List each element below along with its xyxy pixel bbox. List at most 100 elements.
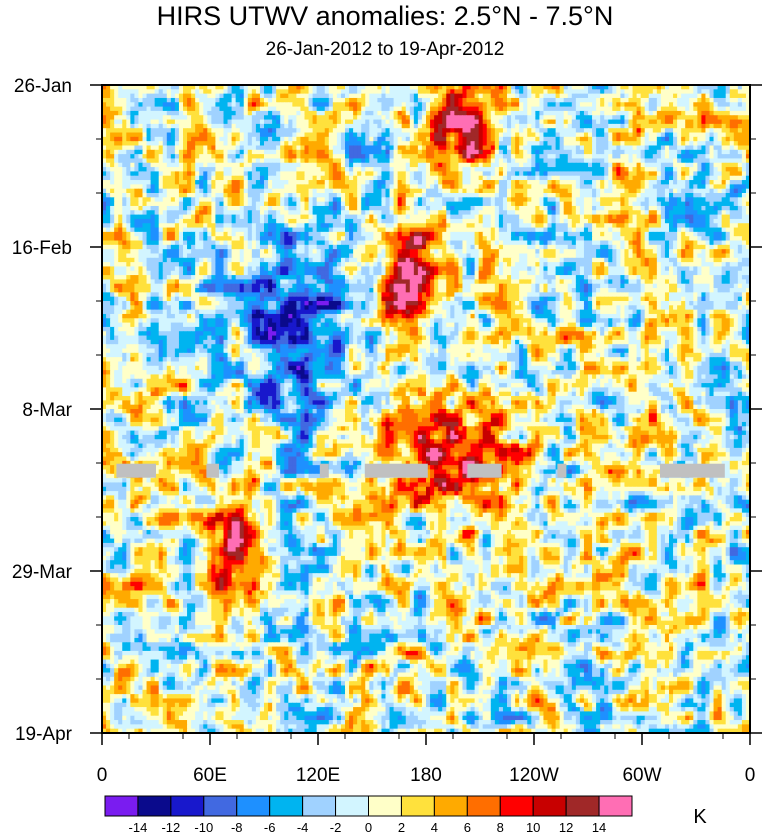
heatmap-cell [365,102,370,108]
heatmap-cell [361,197,366,203]
heatmap-cell [628,180,634,185]
heatmap-cell [308,175,314,181]
heatmap-cell [312,154,318,159]
heatmap-cell [438,154,443,159]
heatmap-cell [409,141,415,146]
heatmap-cell [312,180,318,185]
heatmap-cell [146,214,152,220]
heatmap-cell [373,162,378,168]
heatmap-cell [543,193,548,198]
heatmap-cell [555,93,561,99]
heatmap-cell [717,210,723,216]
heatmap-cell [531,193,536,198]
heatmap-cell [430,205,435,211]
heatmap-cell [616,154,621,159]
heatmap-cell [312,123,318,129]
heatmap-cell [600,110,605,116]
heatmap-cell [705,175,710,181]
heatmap-cell [106,128,111,134]
heatmap-cell [405,132,411,138]
heatmap-cell [296,175,301,181]
heatmap-cell [381,188,386,194]
heatmap-cell [426,85,431,90]
heatmap-cell [361,85,366,90]
heatmap-cell [118,175,123,181]
heatmap-cell [401,210,407,216]
heatmap-cell [737,145,743,151]
heatmap-cell [336,180,342,185]
heatmap-cell [170,167,176,172]
heatmap-cell [644,154,650,159]
heatmap-cell [507,162,512,168]
heatmap-cell [604,102,609,108]
heatmap-cell [114,175,119,181]
heatmap-cell [126,136,131,142]
heatmap-cell [195,85,200,90]
heatmap-cell [689,93,694,99]
heatmap-cell [490,128,496,134]
heatmap-cell [373,210,378,216]
heatmap-cell [454,102,459,108]
heatmap-cell [620,106,625,112]
heatmap-cell [268,210,273,216]
heatmap-cell [474,123,480,129]
heatmap-cell [458,102,463,108]
heatmap-cell [458,175,463,181]
heatmap-cell [235,85,241,90]
heatmap-cell [612,145,617,151]
heatmap-cell [430,93,435,99]
heatmap-cell [515,175,520,181]
heatmap-cell [251,167,257,172]
heatmap-cell [349,205,354,211]
heatmap-cell [284,167,289,172]
heatmap-cell [701,85,706,90]
heatmap-cell [178,97,184,103]
heatmap-cell [458,149,463,155]
heatmap-cell [191,201,196,207]
heatmap-cell [555,145,561,151]
heatmap-cell [292,128,297,134]
heatmap-cell [705,162,710,168]
heatmap-cell [138,123,143,129]
heatmap-cell [247,205,253,211]
heatmap-cell [223,197,229,203]
heatmap-cell [385,214,391,220]
heatmap-cell [102,180,107,185]
heatmap-cell [652,136,658,142]
heatmap-cell [365,110,370,116]
heatmap-cell [608,97,613,103]
heatmap-cell [134,132,139,138]
heatmap-cell [102,149,107,155]
heatmap-cell [106,175,111,181]
heatmap-cell [264,128,269,134]
heatmap-cell [677,154,682,159]
heatmap-cell [575,175,581,181]
heatmap-cell [243,197,249,203]
heatmap-cell [515,188,520,194]
heatmap-cell [741,141,747,146]
heatmap-cell [466,158,472,164]
heatmap-cell [478,89,484,95]
heatmap-cell [616,171,621,177]
heatmap-cell [632,119,638,125]
heatmap-cell [486,201,492,207]
heatmap-cell [146,141,152,146]
heatmap-cell [191,97,196,103]
heatmap-cell [114,119,119,125]
heatmap-cell [673,106,678,112]
heatmap-cell [636,85,642,90]
heatmap-cell [515,97,520,103]
heatmap-cell [332,119,338,125]
heatmap-cell [624,205,629,211]
heatmap-cell [640,89,646,95]
heatmap-cell [219,123,224,129]
heatmap-cell [336,188,342,194]
heatmap-cell [446,119,451,125]
heatmap-cell [349,175,354,181]
heatmap-cell [211,110,216,116]
heatmap-cell [251,93,257,99]
heatmap-cell [158,158,164,164]
heatmap-cell [640,136,646,142]
heatmap-cell [361,158,366,164]
heatmap-cell [507,184,512,190]
